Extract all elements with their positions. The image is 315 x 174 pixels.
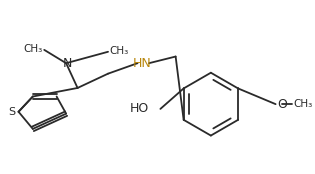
Text: N: N — [62, 57, 72, 70]
Text: O: O — [278, 98, 287, 111]
Text: CH₃: CH₃ — [23, 44, 42, 54]
Text: HO: HO — [130, 102, 149, 115]
Text: CH₃: CH₃ — [294, 99, 313, 109]
Text: HN: HN — [133, 57, 152, 70]
Text: CH₃: CH₃ — [109, 46, 128, 56]
Text: S: S — [8, 107, 15, 117]
